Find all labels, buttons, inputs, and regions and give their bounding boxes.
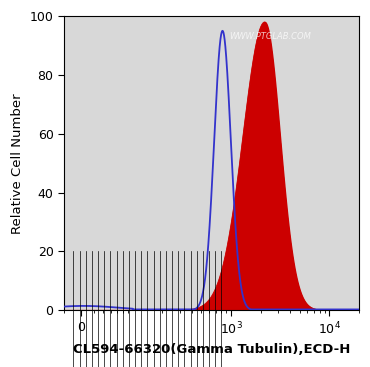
- Text: WWW.PTGLAB.COM: WWW.PTGLAB.COM: [229, 32, 311, 41]
- Y-axis label: Relative Cell Number: Relative Cell Number: [11, 93, 24, 233]
- X-axis label: CL594-66320(Gamma Tubulin),ECD-H: CL594-66320(Gamma Tubulin),ECD-H: [73, 343, 350, 356]
